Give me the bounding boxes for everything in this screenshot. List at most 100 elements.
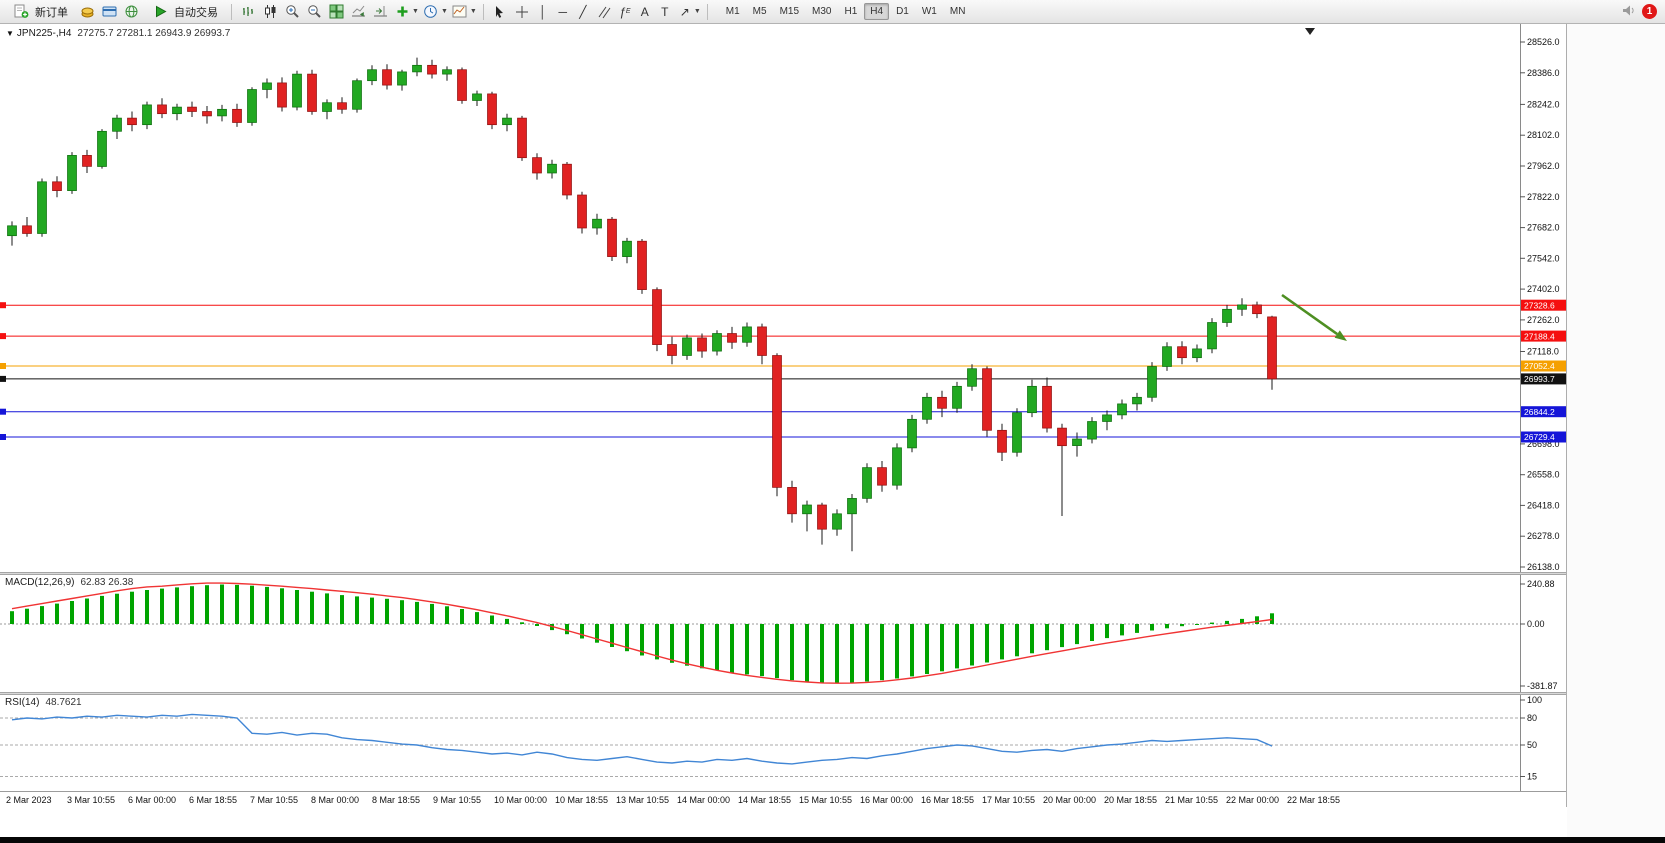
zoom-in-icon[interactable] [282,2,302,22]
macd-histogram-bar [1090,624,1094,641]
indicators-icon[interactable] [392,2,412,22]
candle [1042,385,1052,429]
macd-signal-line [11,582,1273,684]
macd-histogram-bar [265,586,269,624]
timeframe-button-h1[interactable]: H1 [844,6,858,17]
rsi-axis-label: 100 [1527,695,1542,705]
candle [157,104,167,115]
notification-badge[interactable]: 1 [1642,4,1657,19]
price-axis-label: 27822.0 [1527,192,1560,202]
templates-icon[interactable] [450,2,470,22]
time-axis-label: 6 Mar 18:55 [189,795,238,805]
deposit-icon[interactable] [77,2,97,22]
chart-shift-icon[interactable] [370,2,390,22]
price-axis-label: 27118.0 [1527,347,1559,357]
price-axis-label: 28242.0 [1527,99,1560,109]
macd-axis-label: -381.87 [1527,681,1558,691]
rsi-line [11,713,1273,765]
macd-histogram-bar [655,624,659,660]
equidistant-channel-icon[interactable] [594,2,614,22]
candle [1102,414,1112,422]
cursor-icon[interactable] [490,2,510,22]
new-order-label: 新订单 [35,6,68,19]
rsi-panel[interactable]: 100 80 50 15 [0,695,1566,791]
periods-caret-icon[interactable]: ▼ [440,8,448,15]
panel-splitter[interactable] [0,692,1566,695]
candle [292,73,302,108]
toolbar-separator [482,3,484,20]
trendline-icon[interactable]: ╱ [579,4,587,19]
hline-left-marker[interactable] [0,363,6,369]
time-axis-label: 10 Mar 00:00 [494,795,548,805]
text-label-icon[interactable]: T [661,4,669,19]
candle [607,218,617,257]
macd-histogram-bar [1060,624,1064,648]
candle [457,69,467,101]
candle [1117,403,1127,416]
time-axis-label: 21 Mar 10:55 [1165,795,1219,805]
hline-left-marker[interactable] [0,333,6,340]
templates-caret-icon[interactable]: ▼ [469,8,477,15]
price-axis-label: 28526.0 [1527,37,1560,47]
speaker-icon[interactable] [1622,4,1636,20]
candlestick-icon[interactable] [260,2,280,22]
price-chart[interactable]: 28526.0 28386.0 28242.0 28102.0 27962.0 27822… [0,24,1566,572]
chart-header-caret-icon[interactable]: ▼ [6,29,14,38]
arrows-icon[interactable]: ↗ [679,4,690,19]
auto-trading-button[interactable]: 自动交易 [143,0,225,24]
macd-histogram-bar [220,584,224,624]
timeframe-button-d1[interactable]: D1 [896,6,909,17]
timeframe-button-m30[interactable]: M30 [812,6,832,17]
macd-histogram-bar [415,601,419,624]
periods-clock-icon[interactable] [421,2,441,22]
candle [592,218,602,229]
zoom-out-icon[interactable] [304,2,324,22]
timeframe-button-w1[interactable]: W1 [921,6,937,17]
hline-left-marker[interactable] [0,302,6,309]
crosshair-icon[interactable] [512,2,532,22]
timeframe-button-h4[interactable]: H4 [864,3,890,20]
timeframe-toolbar: M1 M5 M15 M30 H1 H4 D1 W1 MN [720,3,972,20]
hline-left-marker[interactable] [0,375,6,382]
time-axis-label: 17 Mar 10:55 [982,795,1036,805]
timeframe-button-m5[interactable]: M5 [752,6,767,17]
transfer-icon[interactable] [99,2,119,22]
timeframe-button-m1[interactable]: M1 [725,6,740,17]
time-axis-label: 9 Mar 10:55 [433,795,482,805]
vertical-line-icon[interactable]: │ [539,4,547,19]
hline-left-marker[interactable] [0,408,6,415]
candle [1192,348,1202,359]
arrows-caret-icon[interactable]: ▼ [693,8,701,15]
chart-shift-marker-icon[interactable] [1305,28,1315,35]
macd-histogram-bar [250,585,254,624]
timeframe-button-mn[interactable]: MN [949,6,966,17]
macd-histogram-bar [340,595,344,624]
horizontal-line-icon[interactable]: ─ [558,4,568,19]
new-order-button[interactable]: 新订单 [4,0,75,24]
autoscroll-icon[interactable] [348,2,368,22]
candle [712,333,722,352]
timeframe-button-m15[interactable]: M15 [779,6,800,17]
text-icon[interactable]: A [640,4,649,19]
arrow-annotation[interactable] [1281,293,1347,341]
support-globe-icon[interactable] [121,2,141,22]
candle [877,467,887,486]
macd-histogram-bar [100,595,104,624]
hline-left-marker[interactable] [0,434,6,440]
macd-histogram-bar [700,624,704,669]
new-order-icon [11,2,31,22]
bar-chart-icon[interactable] [238,2,258,22]
tile-windows-icon[interactable] [326,2,346,22]
indicators-caret-icon[interactable]: ▼ [412,8,419,15]
time-axis[interactable]: 2 Mar 2023 3 Mar 10:55 6 Mar 00:00 6 Mar 18… [0,791,1566,808]
macd-panel[interactable]: 240.88 0.00 -381.87 [0,575,1566,692]
macd-histogram-bar [190,586,194,624]
macd-histogram-bar [1000,624,1004,660]
svg-text:26729.4: 26729.4 [1524,432,1555,442]
panel-splitter[interactable] [0,572,1566,575]
time-axis-label: 20 Mar 18:55 [1104,795,1158,805]
time-axis-label: 2 Mar 2023 [6,795,52,805]
rsi-label: RSI(14) 48.7621 [5,697,82,708]
candle [412,64,422,73]
